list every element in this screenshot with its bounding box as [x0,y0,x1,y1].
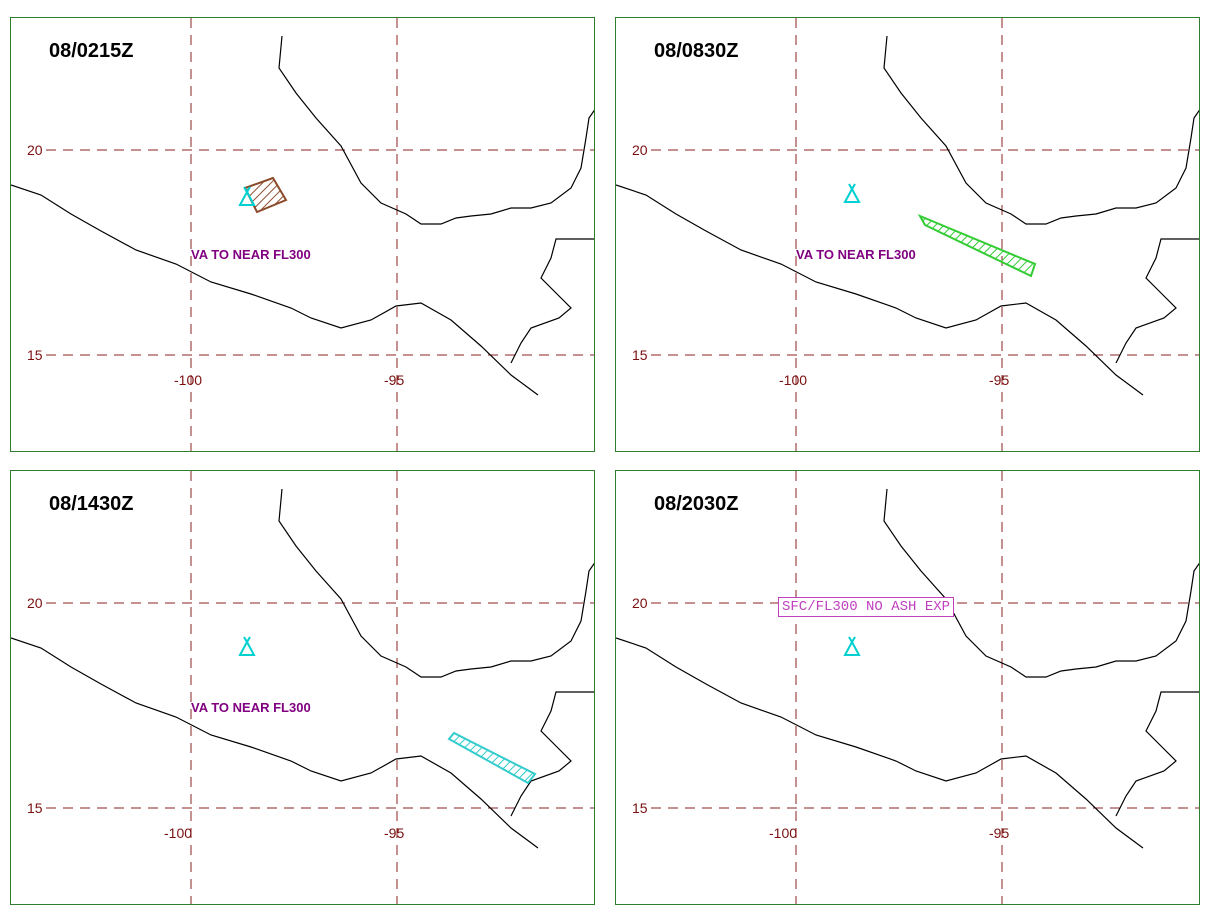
lat-label-20: 20 [27,595,43,611]
lon-label-95: -95 [989,372,1009,388]
graticule [651,471,1199,904]
ash-cloud-polygon [447,731,537,785]
graticule [46,18,594,451]
map-svg: 20 15 -100 -95 [11,471,594,904]
map-svg: 20 15 -100 -95 [11,18,594,451]
forecast-panel-0830z: 20 15 -100 -95 08/0830Z VA TO NEAR FL300 [615,17,1200,452]
lat-label-15: 15 [27,347,43,363]
ash-note: VA TO NEAR FL300 [191,700,311,715]
lon-label-95: -95 [384,825,404,841]
lat-label-15: 15 [27,800,43,816]
lat-label-20: 20 [632,595,648,611]
volcano-icon [843,636,861,656]
lat-label-15: 15 [632,800,648,816]
forecast-panel-0215z: 20 15 -100 -95 08/0215Z VA TO NEAR FL300 [10,17,595,452]
lon-label-95: -95 [384,372,404,388]
volcano-icon [238,186,256,206]
lon-label-100: -100 [779,372,807,388]
ash-cloud-polygon [917,213,1037,278]
coastline [616,488,1199,849]
coastline [11,35,594,396]
forecast-panel-2030z: 20 15 -100 -95 08/2030Z SFC/FL300 NO ASH… [615,470,1200,905]
panel-time-label: 08/2030Z [654,493,739,515]
no-ash-note: SFC/FL300 NO ASH EXP [778,597,955,617]
lat-label-15: 15 [632,347,648,363]
lon-label-95: -95 [989,825,1009,841]
lon-label-100: -100 [769,825,797,841]
ash-note: VA TO NEAR FL300 [796,247,916,262]
lon-label-100: -100 [164,825,192,841]
volcano-icon [238,636,256,656]
panel-time-label: 08/0830Z [654,40,739,62]
volcano-icon [843,183,861,203]
graticule [46,471,594,904]
map-svg: 20 15 -100 -95 [616,471,1199,904]
coastline [11,488,594,849]
coastline [616,35,1199,396]
forecast-panel-1430z: 20 15 -100 -95 08/1430Z VA TO NEAR FL300 [10,470,595,905]
lat-label-20: 20 [27,142,43,158]
lat-label-20: 20 [632,142,648,158]
panel-time-label: 08/0215Z [49,40,134,62]
ash-note: VA TO NEAR FL300 [191,247,311,262]
map-svg: 20 15 -100 -95 [616,18,1199,451]
panel-time-label: 08/1430Z [49,493,134,515]
graticule [651,18,1199,451]
ash-cloud-polygon [243,176,288,214]
lon-label-100: -100 [174,372,202,388]
